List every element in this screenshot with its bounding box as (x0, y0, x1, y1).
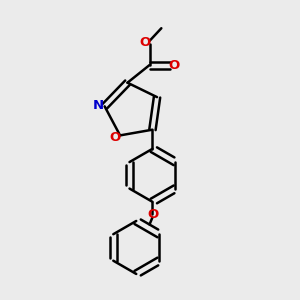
Text: O: O (147, 208, 158, 221)
Text: O: O (140, 37, 151, 50)
Text: O: O (168, 58, 180, 71)
Text: O: O (109, 131, 120, 144)
Text: N: N (93, 99, 104, 112)
